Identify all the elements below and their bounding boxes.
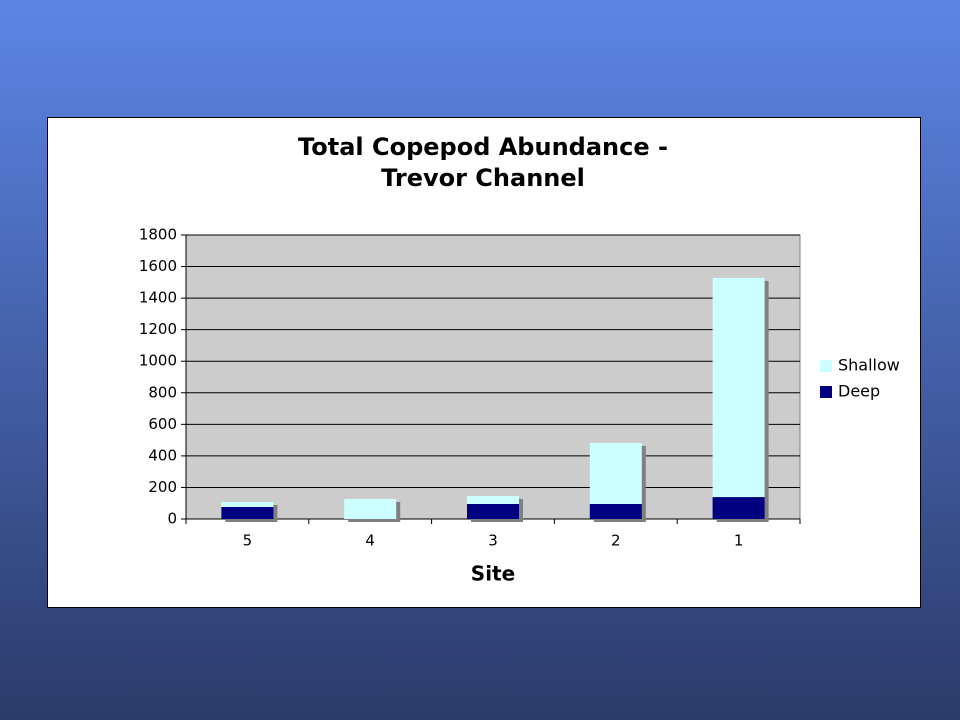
y-tick-label: 800 [148, 383, 177, 401]
bar-segment [589, 504, 642, 519]
y-tick-label: 200 [148, 478, 177, 496]
x-tick-label: 2 [611, 532, 621, 550]
x-tick-label: 1 [734, 532, 744, 550]
x-axis-label: Site [471, 562, 515, 586]
y-tick-label: 1600 [139, 257, 177, 275]
bar-segment [712, 277, 765, 498]
chart-title: Trevor Channel [381, 164, 585, 192]
x-tick-label: 5 [243, 532, 253, 550]
y-tick-label: 600 [148, 415, 177, 433]
y-tick-label: 0 [167, 510, 177, 528]
y-tick-label: 1000 [139, 352, 177, 370]
bar-segment [221, 501, 274, 508]
x-tick-label: 3 [488, 532, 498, 550]
bar-segment [712, 497, 765, 519]
y-tick-label: 1200 [139, 320, 177, 338]
bar-segment [589, 442, 642, 505]
bar-segment [344, 498, 397, 519]
y-tick-label: 400 [148, 446, 177, 464]
chart-title: Total Copepod Abundance - [298, 133, 668, 161]
bar-segment [221, 507, 274, 519]
bar-segment [467, 504, 519, 519]
x-tick-label: 4 [365, 532, 375, 550]
bar-segment [467, 495, 519, 505]
legend-label: Shallow [838, 356, 900, 375]
plot-area [185, 234, 801, 520]
legend-label: Deep [838, 382, 880, 401]
legend-swatch [820, 360, 832, 372]
legend-swatch [820, 386, 832, 398]
y-tick-label: 1800 [139, 226, 177, 244]
y-tick-label: 1400 [139, 289, 177, 307]
